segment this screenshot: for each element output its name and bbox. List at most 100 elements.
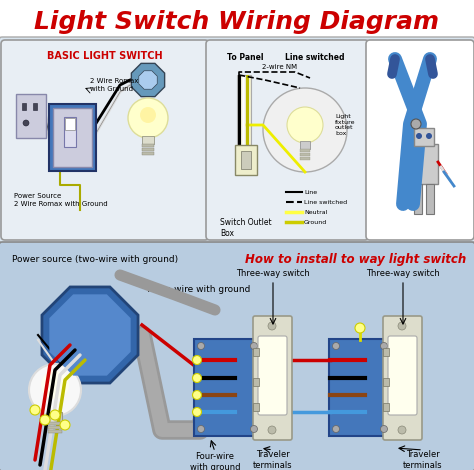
Circle shape — [60, 420, 70, 430]
Text: Three-way switch: Three-way switch — [236, 268, 310, 277]
Polygon shape — [139, 71, 157, 89]
Circle shape — [411, 119, 421, 129]
Text: How to install to way light switch: How to install to way light switch — [245, 252, 466, 266]
Text: Ground: Ground — [304, 219, 327, 225]
Bar — [64, 117, 76, 147]
Circle shape — [268, 322, 276, 330]
Text: Three-way switch: Three-way switch — [366, 268, 440, 277]
Text: 2-wire NM: 2-wire NM — [263, 64, 298, 70]
Circle shape — [50, 410, 60, 420]
Polygon shape — [49, 294, 131, 376]
Circle shape — [287, 107, 323, 143]
Circle shape — [30, 405, 40, 415]
Circle shape — [198, 343, 204, 350]
Text: BASIC LIGHT SWITCH: BASIC LIGHT SWITCH — [47, 51, 163, 61]
Bar — [22, 103, 26, 110]
Circle shape — [355, 323, 365, 333]
Text: Line switched: Line switched — [285, 53, 345, 62]
Circle shape — [381, 425, 388, 432]
FancyBboxPatch shape — [206, 40, 369, 240]
Circle shape — [192, 374, 201, 383]
FancyBboxPatch shape — [53, 108, 92, 167]
Bar — [48, 426, 62, 429]
Circle shape — [192, 355, 201, 365]
Circle shape — [23, 120, 29, 126]
Bar — [242, 75, 245, 170]
Bar — [65, 118, 75, 130]
Bar — [237, 75, 251, 170]
Text: Power source (two-wire with ground): Power source (two-wire with ground) — [12, 254, 178, 264]
Text: Neutral: Neutral — [304, 210, 328, 214]
FancyBboxPatch shape — [383, 316, 422, 440]
Bar — [414, 184, 422, 214]
Bar — [142, 152, 154, 155]
Bar — [142, 148, 154, 151]
Bar — [383, 348, 389, 356]
Text: Power Source
2 Wire Romax with Ground: Power Source 2 Wire Romax with Ground — [14, 193, 108, 207]
FancyBboxPatch shape — [329, 339, 391, 436]
FancyBboxPatch shape — [388, 336, 417, 415]
Bar — [246, 75, 249, 170]
Text: Traveler
terminals: Traveler terminals — [253, 450, 293, 470]
FancyBboxPatch shape — [194, 339, 261, 436]
Bar — [383, 403, 389, 411]
Circle shape — [381, 343, 388, 350]
Text: Light Switch Wiring Diagram: Light Switch Wiring Diagram — [35, 10, 439, 34]
Circle shape — [250, 425, 257, 432]
Polygon shape — [131, 63, 164, 97]
Polygon shape — [42, 287, 138, 383]
FancyBboxPatch shape — [16, 94, 46, 138]
Circle shape — [332, 343, 339, 350]
Bar — [300, 153, 310, 156]
FancyBboxPatch shape — [49, 104, 96, 171]
Text: To Panel: To Panel — [227, 53, 263, 62]
Circle shape — [198, 425, 204, 432]
Circle shape — [263, 88, 347, 172]
Text: Three-wire with ground: Three-wire with ground — [145, 285, 250, 295]
Text: Light
fixture
outlet
box: Light fixture outlet box — [335, 114, 356, 136]
Bar — [300, 157, 310, 160]
FancyBboxPatch shape — [253, 316, 292, 440]
Bar — [253, 378, 259, 386]
Bar — [238, 75, 241, 170]
Circle shape — [40, 415, 50, 425]
Bar — [142, 136, 154, 144]
Text: 2 Wire Romax
with Ground: 2 Wire Romax with Ground — [90, 78, 138, 92]
Text: Line: Line — [304, 189, 317, 195]
Circle shape — [29, 364, 81, 416]
Circle shape — [250, 343, 257, 350]
Bar — [410, 144, 438, 184]
FancyBboxPatch shape — [258, 336, 287, 415]
Text: Traveler
terminals: Traveler terminals — [403, 450, 443, 470]
Text: Line switched: Line switched — [304, 199, 347, 204]
FancyBboxPatch shape — [1, 40, 209, 240]
FancyBboxPatch shape — [366, 40, 474, 240]
Circle shape — [398, 322, 406, 330]
Bar — [253, 348, 259, 356]
Bar — [300, 141, 310, 149]
Bar — [142, 144, 154, 147]
Bar — [383, 378, 389, 386]
Circle shape — [416, 133, 422, 139]
Circle shape — [426, 133, 432, 139]
Bar — [48, 412, 62, 422]
Bar — [48, 430, 62, 433]
Circle shape — [192, 407, 201, 416]
Circle shape — [140, 107, 156, 123]
Circle shape — [332, 425, 339, 432]
Circle shape — [41, 371, 69, 399]
Circle shape — [192, 391, 201, 400]
FancyBboxPatch shape — [0, 37, 474, 243]
Bar — [235, 145, 257, 175]
Bar — [48, 422, 62, 425]
Circle shape — [128, 98, 168, 138]
Circle shape — [268, 426, 276, 434]
Circle shape — [398, 426, 406, 434]
Text: Four-wire
with ground: Four-wire with ground — [190, 452, 240, 470]
Text: Switch Outlet
Box: Switch Outlet Box — [220, 218, 272, 238]
Bar — [414, 128, 434, 146]
Bar — [241, 151, 251, 169]
Bar — [426, 184, 434, 214]
Bar — [33, 103, 37, 110]
FancyBboxPatch shape — [0, 242, 474, 470]
